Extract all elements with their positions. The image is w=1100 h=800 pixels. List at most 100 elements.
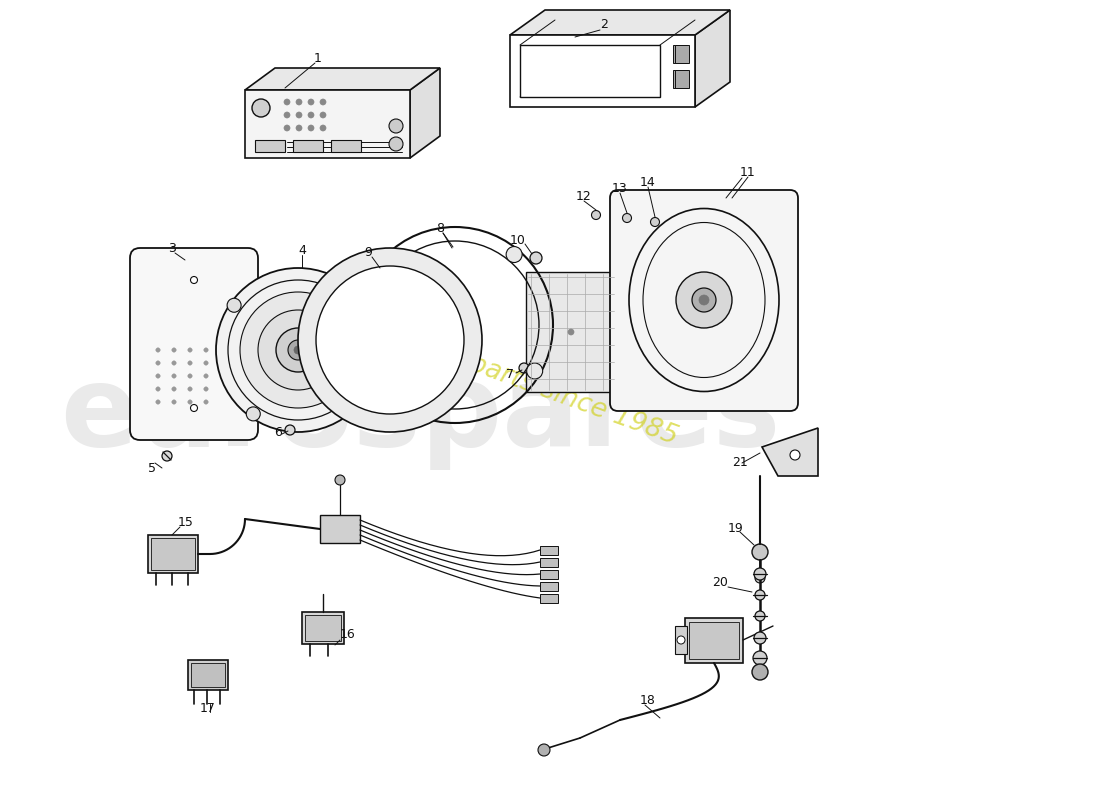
Text: 12: 12 <box>576 190 592 202</box>
Circle shape <box>394 392 410 408</box>
Bar <box>293 140 323 152</box>
Circle shape <box>650 218 660 226</box>
Circle shape <box>372 264 387 280</box>
Circle shape <box>754 632 766 644</box>
Circle shape <box>296 125 303 131</box>
Circle shape <box>246 407 261 421</box>
Circle shape <box>389 137 403 151</box>
Text: 5: 5 <box>148 462 156 474</box>
Text: 20: 20 <box>712 575 728 589</box>
Circle shape <box>316 266 464 414</box>
Text: 14: 14 <box>640 175 656 189</box>
Circle shape <box>296 112 303 118</box>
Circle shape <box>538 744 550 756</box>
Text: 18: 18 <box>640 694 656 706</box>
Bar <box>520 45 660 97</box>
Circle shape <box>258 310 338 390</box>
Polygon shape <box>510 10 730 35</box>
Circle shape <box>204 348 208 352</box>
Text: 13: 13 <box>612 182 628 194</box>
Text: 11: 11 <box>740 166 756 178</box>
Circle shape <box>320 99 326 105</box>
Circle shape <box>284 99 290 105</box>
Circle shape <box>755 573 764 583</box>
Text: 8: 8 <box>436 222 444 234</box>
Circle shape <box>320 112 326 118</box>
Circle shape <box>308 112 314 118</box>
Bar <box>675 45 689 63</box>
Circle shape <box>252 99 270 117</box>
Circle shape <box>156 387 161 391</box>
Text: 7: 7 <box>506 369 514 382</box>
Bar <box>305 615 341 641</box>
Circle shape <box>190 405 198 411</box>
Bar <box>540 570 558 579</box>
Circle shape <box>308 125 314 131</box>
Circle shape <box>676 272 732 328</box>
Bar <box>540 582 558 591</box>
Circle shape <box>752 544 768 560</box>
Circle shape <box>188 361 192 365</box>
Circle shape <box>227 298 241 312</box>
Circle shape <box>188 400 192 404</box>
Circle shape <box>530 252 542 264</box>
Circle shape <box>676 636 685 644</box>
Bar <box>675 626 688 654</box>
Text: eurospares: eurospares <box>59 359 780 470</box>
Text: 4: 4 <box>298 243 306 257</box>
Bar <box>255 140 285 152</box>
Polygon shape <box>762 428 818 476</box>
Text: 2: 2 <box>601 18 608 31</box>
Circle shape <box>172 361 176 365</box>
Circle shape <box>204 387 208 391</box>
Text: 9: 9 <box>364 246 372 258</box>
Polygon shape <box>245 68 440 90</box>
Circle shape <box>336 475 345 485</box>
Circle shape <box>568 329 574 335</box>
Bar <box>685 618 742 663</box>
Circle shape <box>355 388 368 402</box>
Bar <box>245 90 410 158</box>
Bar <box>320 515 360 543</box>
Circle shape <box>204 374 208 378</box>
Bar <box>331 140 361 152</box>
Bar <box>510 35 695 107</box>
Bar <box>191 663 225 687</box>
Bar <box>673 70 688 88</box>
Text: 1: 1 <box>315 51 322 65</box>
Circle shape <box>284 112 290 118</box>
Circle shape <box>288 340 308 360</box>
Circle shape <box>188 374 192 378</box>
Circle shape <box>172 400 176 404</box>
Circle shape <box>190 277 198 283</box>
Bar <box>675 70 689 88</box>
Circle shape <box>204 361 208 365</box>
Polygon shape <box>410 68 440 158</box>
Circle shape <box>308 99 314 105</box>
Circle shape <box>519 363 529 373</box>
Circle shape <box>752 664 768 680</box>
Circle shape <box>754 568 766 580</box>
Circle shape <box>285 425 295 435</box>
Circle shape <box>592 210 601 219</box>
Text: 16: 16 <box>340 629 356 642</box>
Circle shape <box>276 328 320 372</box>
Circle shape <box>298 248 482 432</box>
Circle shape <box>294 346 302 354</box>
Circle shape <box>162 451 172 461</box>
Circle shape <box>172 348 176 352</box>
Polygon shape <box>695 10 730 107</box>
Circle shape <box>156 400 161 404</box>
Text: 6: 6 <box>274 426 282 438</box>
Circle shape <box>296 99 303 105</box>
Circle shape <box>284 125 290 131</box>
FancyBboxPatch shape <box>130 248 258 440</box>
Circle shape <box>188 387 192 391</box>
FancyBboxPatch shape <box>610 190 797 411</box>
Bar <box>540 558 558 567</box>
Circle shape <box>755 611 764 621</box>
Circle shape <box>156 374 161 378</box>
Circle shape <box>692 288 716 312</box>
Circle shape <box>188 348 192 352</box>
Bar <box>151 538 195 570</box>
